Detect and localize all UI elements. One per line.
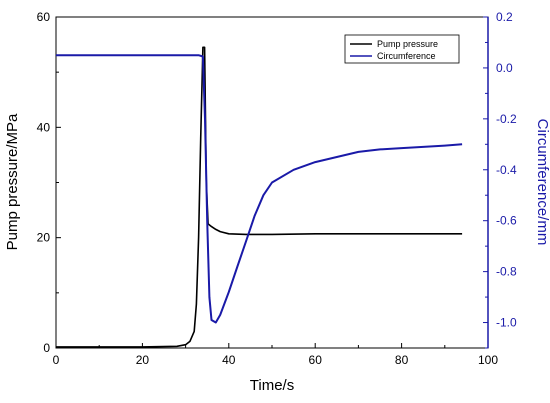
x-tick-label: 80 [395,353,409,367]
y-left-tick-label: 0 [43,341,50,355]
y-left-tick-label: 60 [37,10,51,24]
series-layer [56,46,463,348]
y-right-tick-label: 0.2 [496,10,513,24]
x-tick-label: 100 [478,353,498,367]
legend-label-circumference: Circumference [377,51,436,61]
y-left-axis-title: Pump pressure/MPa [4,113,21,250]
x-axis-ticks: 0 20 40 60 80 100 [53,343,498,367]
legend: Pump pressure Circumference [344,34,460,64]
y-left-tick-label: 40 [37,120,51,134]
series-line-pump-pressure [56,46,463,348]
y-right-tick-label: -0.6 [496,214,517,228]
y-right-axis-ticks: 0.2 0.0 -0.2 -0.4 -0.6 -0.8 -1.0 [483,10,517,349]
y-left-tick-label: 20 [37,231,51,245]
x-axis-title: Time/s [250,377,294,394]
x-tick-label: 60 [309,353,323,367]
x-tick-label: 0 [53,353,60,367]
legend-box [344,34,460,64]
legend-label-pump-pressure: Pump pressure [377,39,438,49]
series-line-circumference [56,54,463,324]
y-right-axis-title: Circumference/mm [534,119,550,246]
y-right-tick-label: -1.0 [496,316,517,330]
y-right-tick-label: -0.8 [496,265,517,279]
y-right-tick-label: -0.4 [496,163,517,177]
x-tick-label: 40 [222,353,236,367]
y-right-tick-label: 0.0 [496,61,513,75]
y-left-axis-ticks: 0 20 40 60 [37,10,61,355]
y-right-tick-label: -0.2 [496,112,517,126]
x-tick-label: 20 [136,353,150,367]
